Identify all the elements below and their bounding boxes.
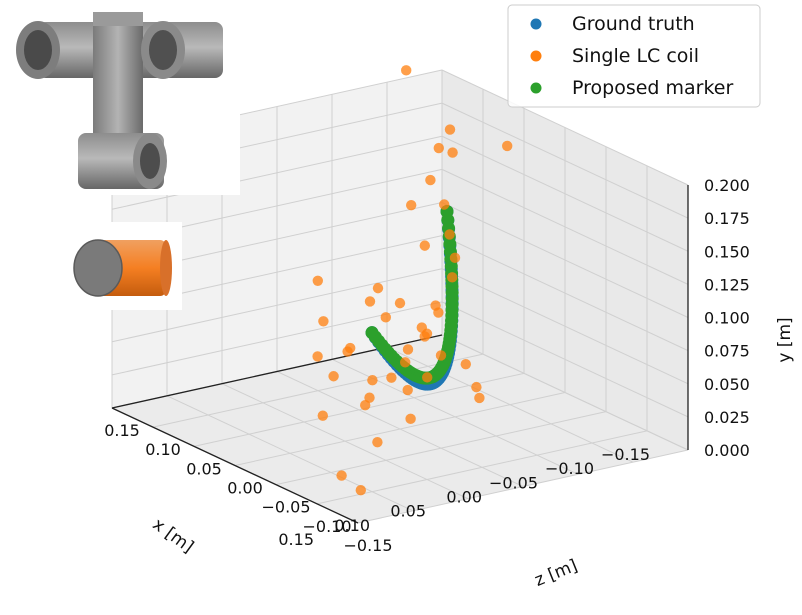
y-tick-label: 0.075 (704, 342, 750, 361)
x-tick-label: 0.00 (446, 488, 482, 507)
y-tick-label: 0.025 (704, 408, 750, 427)
tshape-marker-illustration (0, 0, 240, 195)
data-point-single-lc-coil (433, 307, 444, 318)
grid-line-y-side (441, 268, 689, 385)
z-axis-label: z [m] (532, 556, 580, 591)
grid-line-y-side (441, 235, 689, 352)
y-tick-label: 0.175 (704, 209, 750, 228)
z-tick-label: −0.10 (302, 517, 351, 536)
data-point-single-lc-coil (401, 65, 412, 76)
data-point-single-lc-coil (447, 147, 458, 158)
legend-marker (530, 18, 542, 30)
grid-line-y-side (441, 102, 689, 219)
z-tick-label: −0.05 (261, 498, 310, 517)
grid-line-y-side (441, 202, 689, 318)
data-point-single-lc-coil (422, 372, 433, 383)
z-tick-label: 0.00 (227, 479, 263, 498)
data-point-single-lc-coil (336, 470, 347, 481)
y-tick-label: 0.100 (704, 309, 750, 328)
data-point-single-lc-coil (474, 392, 485, 404)
data-point-single-lc-coil (312, 275, 323, 286)
data-point-single-lc-coil (355, 485, 366, 496)
data-marks (153, 65, 513, 496)
gridlines (111, 69, 689, 524)
x-axis-label: x [m] (149, 515, 197, 558)
single-coil-illustration (60, 222, 182, 310)
z-tick-label: 0.10 (145, 440, 181, 459)
data-point-single-lc-coil (406, 199, 417, 211)
legend-marker (530, 50, 542, 62)
data-point-single-lc-coil (400, 357, 411, 368)
data-point-single-lc-coil (471, 381, 482, 393)
grid-line-z-floor (275, 411, 607, 486)
grid-line-y-side (441, 301, 689, 418)
data-point-single-lc-coil (449, 252, 461, 264)
y-tick-label: 0.125 (704, 275, 750, 294)
y-tick-label: 0.150 (704, 242, 750, 261)
grid-line-z-floor (234, 392, 566, 466)
x-tick-label: −0.05 (489, 473, 538, 492)
x-tick-label: 0.10 (334, 516, 370, 535)
data-point-single-lc-coil (342, 346, 353, 357)
data-point-single-lc-coil (402, 384, 413, 396)
grid-line-z-floor (193, 372, 525, 447)
data-point-single-lc-coil (364, 392, 375, 403)
data-point-single-lc-coil (386, 372, 397, 383)
data-point-single-lc-coil (433, 142, 444, 154)
data-point-single-lc-coil (367, 374, 378, 386)
data-point-single-lc-coil (372, 436, 383, 448)
data-point-single-lc-coil (317, 410, 328, 421)
grid-line-y-side (441, 334, 689, 451)
legend: Ground truth Single LC coil Proposed marke… (507, 4, 761, 108)
data-point-single-lc-coil (318, 316, 329, 327)
grid-line-y-side (441, 168, 689, 285)
data-point-single-lc-coil (425, 174, 436, 186)
grid-line-y-back (111, 135, 443, 210)
grid-line-y-side (441, 69, 689, 186)
data-point-single-lc-coil (364, 296, 376, 307)
grid-line-z-floor (152, 353, 484, 428)
data-point-single-lc-coil (447, 272, 458, 283)
data-point-single-lc-coil (439, 199, 450, 210)
y-axis-label: y [m] (775, 317, 795, 362)
data-point-single-lc-coil (444, 229, 455, 240)
data-point-single-lc-coil (405, 413, 416, 425)
x-tick-label: −0.10 (545, 459, 594, 478)
grid-line-y-side (441, 135, 689, 252)
series-single-lc-coil (153, 65, 513, 496)
data-point-single-lc-coil (502, 140, 513, 152)
y-tick-label: 0.000 (704, 441, 750, 460)
legend-marker (530, 82, 542, 94)
data-point-single-lc-coil (380, 312, 391, 323)
z-tick-label: 0.05 (186, 459, 222, 478)
x-tick-label: −0.15 (601, 445, 650, 464)
tick-labels: −0.15−0.10−0.050.000.050.100.150.150.100… (104, 176, 750, 555)
z-tick-label: −0.15 (343, 536, 392, 555)
legend-label: Single LC coil (572, 45, 699, 67)
grid-line-z-floor (357, 449, 689, 524)
axis-line-z (111, 407, 359, 524)
z-tick-label: 0.15 (104, 421, 140, 440)
y-tick-label: 0.200 (704, 176, 750, 195)
x-tick-label: 0.15 (278, 530, 314, 549)
data-point-single-lc-coil (444, 124, 456, 135)
data-point-single-lc-coil (419, 331, 430, 342)
grid-line-y-back (111, 268, 443, 343)
y-tick-label: 0.050 (704, 375, 750, 394)
data-point-single-lc-coil (312, 351, 323, 362)
x-tick-label: 0.05 (390, 502, 426, 521)
data-point-single-lc-coil (402, 344, 414, 355)
data-point-single-lc-coil (435, 350, 447, 361)
data-point-single-lc-coil (394, 297, 406, 309)
data-point-single-lc-coil (460, 358, 471, 370)
data-point-single-lc-coil (328, 371, 339, 382)
legend-label: Ground truth (572, 13, 695, 35)
data-point-single-lc-coil (372, 282, 384, 294)
data-point-single-lc-coil (419, 240, 430, 251)
grid-line-z-floor (316, 430, 648, 505)
legend-label: Proposed marker (572, 77, 733, 99)
